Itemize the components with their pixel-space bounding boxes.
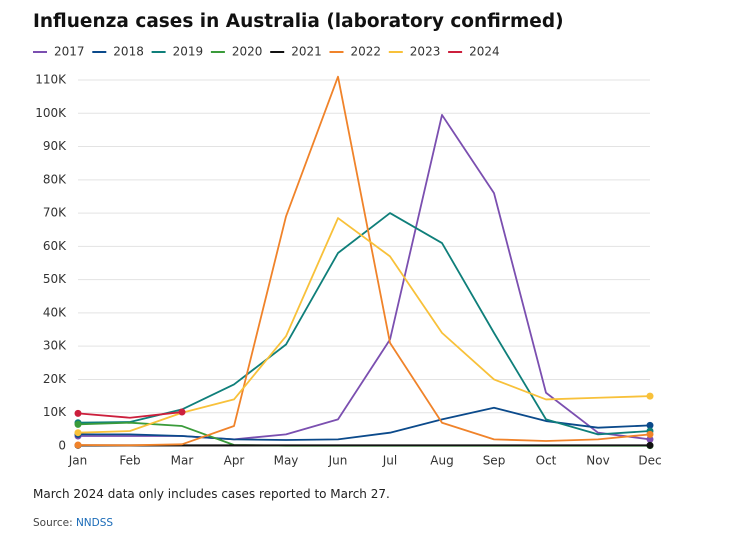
end-point [74, 429, 82, 437]
source: Source: NNDSS [33, 517, 113, 529]
y-tick-label: 40K [43, 305, 67, 319]
y-tick-label: 110K [35, 73, 67, 87]
x-tick-label: May [274, 454, 299, 468]
end-point [646, 392, 654, 400]
footnote: March 2024 data only includes cases repo… [33, 487, 390, 501]
legend-label: 2024 [469, 45, 500, 59]
x-tick-label: Aug [430, 454, 453, 468]
end-point [646, 421, 654, 429]
legend-label: 2017 [54, 45, 85, 59]
y-tick-label: 100K [35, 106, 67, 120]
legend-label: 2021 [291, 45, 322, 59]
x-tick-label: Jan [68, 454, 88, 468]
end-point [74, 441, 82, 449]
legend-label: 2018 [113, 45, 144, 59]
y-tick-label: 20K [43, 372, 67, 386]
series-line [78, 114, 651, 441]
series-line [77, 421, 650, 447]
source-link[interactable]: NNDSS [75, 517, 114, 529]
y-tick-label: 10K [43, 405, 67, 419]
y-tick-label: 60K [43, 239, 67, 253]
x-tick-label: Jun [328, 454, 348, 468]
y-tick-label: 90K [43, 139, 67, 153]
x-tick-label: Oct [536, 454, 557, 468]
series-line [77, 411, 183, 419]
x-tick-label: Feb [119, 454, 140, 468]
end-point [646, 435, 654, 443]
chart-title: Influenza cases in Australia (laboratory… [33, 11, 564, 32]
series-line [77, 75, 651, 447]
y-tick-label: 0 [58, 439, 66, 453]
source-label: Source: [33, 517, 73, 529]
chart: Influenza cases in Australia (laboratory… [33, 11, 662, 468]
end-point [74, 420, 82, 428]
x-tick-label: Sep [483, 454, 506, 468]
legend-label: 2020 [232, 45, 263, 59]
legend-label: 2023 [410, 45, 441, 59]
x-tick-label: Nov [586, 454, 609, 468]
series-line [77, 212, 651, 436]
end-point [74, 409, 82, 417]
y-tick-label: 50K [43, 272, 67, 286]
legend-label: 2022 [351, 45, 382, 59]
x-tick-label: Apr [224, 454, 245, 468]
end-point [646, 430, 654, 438]
legend-label: 2019 [173, 45, 204, 59]
end-point [646, 441, 654, 449]
end-point [178, 408, 186, 416]
x-tick-label: Mar [171, 454, 194, 468]
x-tick-label: Dec [638, 454, 661, 468]
y-tick-label: 30K [43, 339, 67, 353]
x-tick-label: Jul [382, 454, 397, 468]
y-tick-label: 70K [43, 206, 67, 220]
y-tick-label: 80K [43, 172, 67, 186]
series-line [77, 217, 651, 434]
